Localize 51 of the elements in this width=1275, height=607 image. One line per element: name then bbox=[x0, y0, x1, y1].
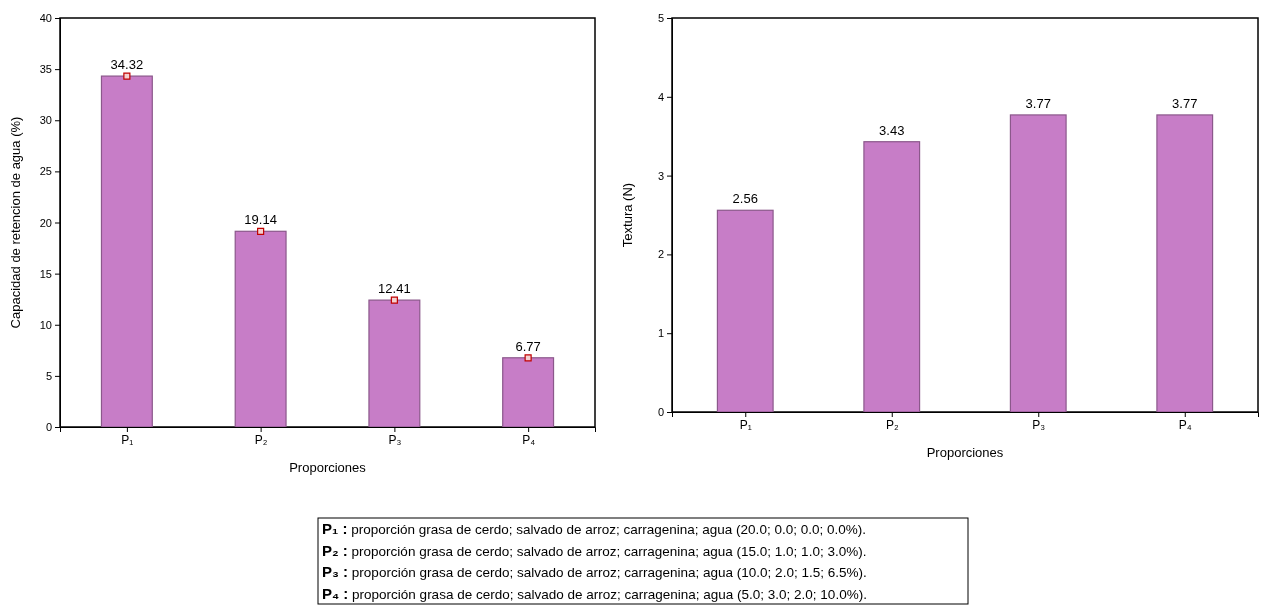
text: P₁ : proporción grasa de cerdo; salvado de arroz; carragenina; agua (20.0; 0.0; 0.0; 0.0%). bbox=[322, 520, 866, 537]
y-tick-label: 5 bbox=[45, 369, 52, 382]
data-label: 3.43 bbox=[879, 122, 905, 138]
x-tick-label: P₄ bbox=[1178, 417, 1192, 432]
point bbox=[524, 354, 532, 362]
y-axis-title: Textura (N) bbox=[620, 182, 635, 248]
x-tick-label: P₂ bbox=[885, 417, 899, 432]
x-tick-label: P₁ bbox=[121, 432, 134, 447]
bar bbox=[716, 209, 774, 413]
data-label: 19.14 bbox=[244, 212, 277, 228]
bar bbox=[100, 75, 153, 428]
x-tick-label: P₂ bbox=[254, 432, 268, 447]
x-tick-label: P₃ bbox=[388, 432, 402, 447]
x-axis-title: Proporciones bbox=[926, 445, 1004, 460]
y-tick-label: 10 bbox=[39, 318, 52, 331]
bar bbox=[1009, 114, 1067, 413]
y-tick-label: 5 bbox=[657, 12, 664, 25]
bar bbox=[368, 299, 421, 428]
y-tick-label: 3 bbox=[657, 169, 664, 182]
bar bbox=[502, 357, 555, 428]
point bbox=[390, 296, 398, 304]
data-label: 34.32 bbox=[110, 57, 144, 73]
x-tick-label: P₄ bbox=[522, 432, 536, 447]
point bbox=[257, 227, 265, 235]
y-tick-label: 1 bbox=[657, 327, 664, 340]
y-tick-label: 0 bbox=[657, 406, 664, 419]
data-label: 6.77 bbox=[515, 338, 541, 354]
text: P₄ : proporción grasa de cerdo; salvado de arroz; carragenina; agua (5.0; 3.0; 2.0; 10.0%). bbox=[322, 584, 867, 602]
y-tick-label: 15 bbox=[39, 267, 52, 280]
y-tick-label: 0 bbox=[45, 421, 52, 434]
data-label: 3.77 bbox=[1025, 95, 1051, 111]
text: P₂ : proporción grasa de cerdo; salvado de arroz; carragenina; agua (15.0; 1.0; 1.0; 3.0%). bbox=[322, 541, 867, 559]
text: P₃ : proporción grasa de cerdo; salvado de arroz; carragenina; agua (10.0; 2.0; 1.5; 6.5%). bbox=[322, 563, 867, 580]
x-axis-title: Proporciones bbox=[289, 460, 367, 475]
bar bbox=[1156, 114, 1214, 413]
y-tick-label: 25 bbox=[39, 165, 52, 178]
y-tick-label: 4 bbox=[657, 90, 664, 103]
data-label: 12.41 bbox=[378, 281, 411, 297]
y-tick-label: 20 bbox=[39, 216, 52, 229]
bar bbox=[234, 230, 287, 428]
data-label: 2.56 bbox=[732, 191, 758, 207]
y-tick-label: 35 bbox=[39, 63, 52, 76]
y-axis-title: Capacidad de retencion de agua (%) bbox=[8, 116, 23, 329]
x-tick-label: P₁ bbox=[739, 417, 752, 432]
x-tick-label: P₃ bbox=[1032, 417, 1046, 432]
y-tick-label: 40 bbox=[39, 12, 52, 25]
y-tick-label: 30 bbox=[39, 114, 52, 127]
bar bbox=[863, 141, 921, 413]
point bbox=[123, 72, 131, 80]
data-label: 3.77 bbox=[1172, 95, 1198, 111]
y-tick-label: 2 bbox=[657, 248, 664, 261]
